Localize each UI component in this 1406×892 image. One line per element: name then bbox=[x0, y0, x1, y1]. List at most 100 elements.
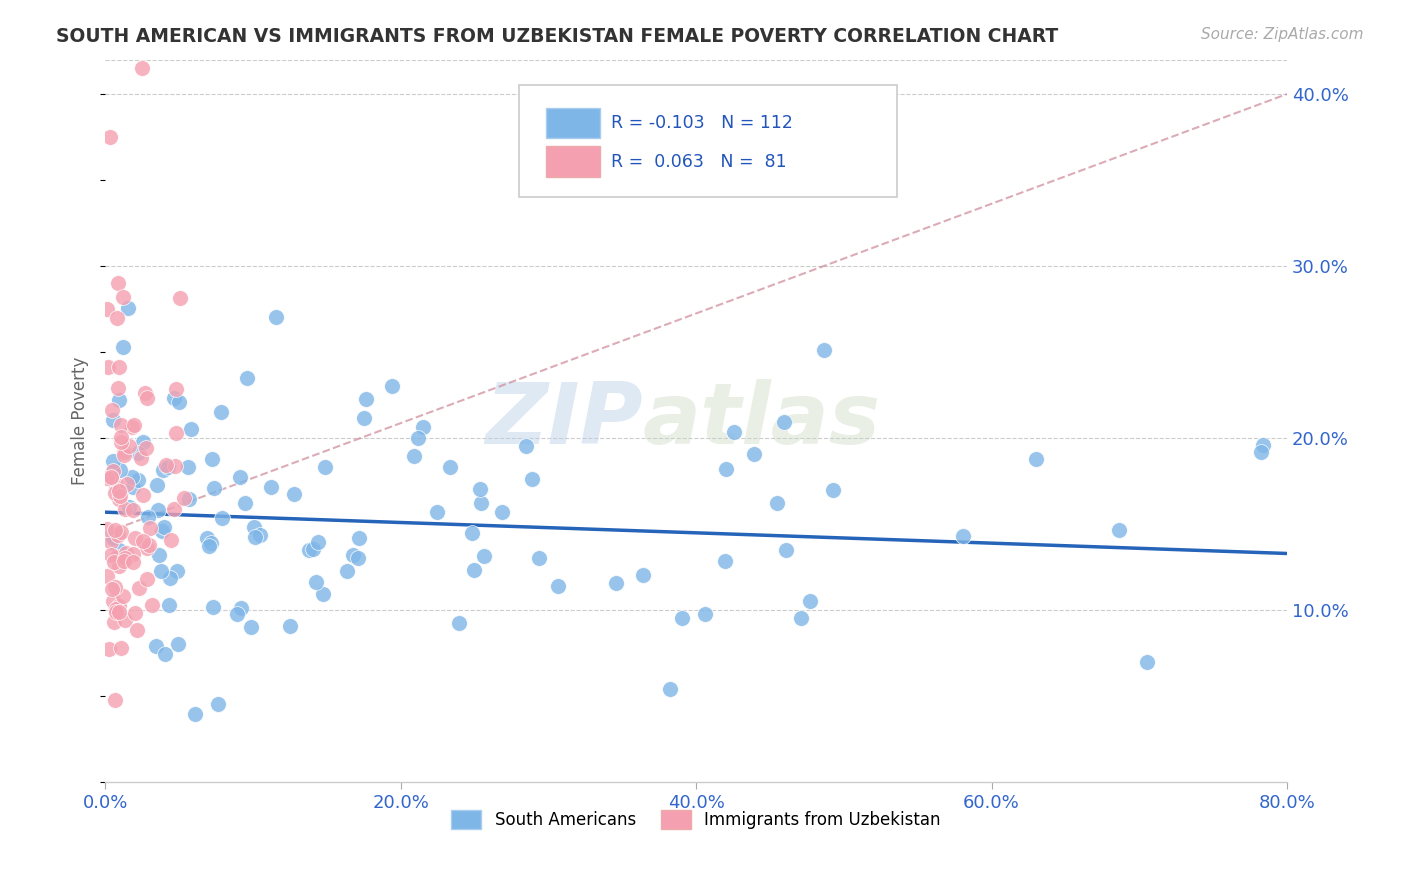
Point bbox=[229, 601, 252, 615]
Point bbox=[107, 381, 129, 395]
Point bbox=[226, 607, 249, 621]
Point bbox=[132, 434, 155, 449]
Point bbox=[283, 487, 305, 501]
Point bbox=[163, 502, 186, 516]
Point bbox=[659, 682, 682, 697]
Point bbox=[952, 529, 974, 543]
Point bbox=[150, 524, 173, 538]
Point bbox=[157, 599, 180, 613]
Point bbox=[110, 430, 132, 444]
Point bbox=[228, 469, 250, 483]
Point bbox=[98, 642, 121, 657]
Point bbox=[104, 478, 127, 492]
Point bbox=[314, 460, 336, 475]
Point bbox=[101, 530, 124, 544]
Point bbox=[468, 483, 491, 497]
Point bbox=[112, 340, 135, 354]
Point bbox=[202, 481, 225, 495]
Point bbox=[336, 564, 359, 578]
Point bbox=[112, 448, 135, 462]
Point bbox=[108, 393, 131, 408]
Point bbox=[157, 460, 180, 475]
Point bbox=[200, 451, 222, 466]
Point bbox=[114, 550, 136, 565]
Point bbox=[233, 496, 256, 510]
Text: R =  0.063   N =  81: R = 0.063 N = 81 bbox=[612, 153, 787, 170]
Point bbox=[124, 531, 146, 545]
Point bbox=[124, 606, 146, 620]
Point bbox=[101, 454, 124, 468]
Point bbox=[118, 500, 141, 514]
Point bbox=[138, 538, 160, 552]
Point bbox=[166, 564, 188, 578]
Point bbox=[146, 502, 169, 516]
Point bbox=[1108, 523, 1130, 537]
Point bbox=[105, 310, 128, 325]
Point bbox=[167, 394, 190, 409]
Point bbox=[101, 464, 124, 478]
Point bbox=[177, 459, 200, 474]
Point bbox=[307, 534, 329, 549]
Point bbox=[605, 576, 627, 591]
Point bbox=[121, 420, 143, 434]
Point bbox=[101, 527, 124, 541]
Point bbox=[671, 611, 693, 625]
Point bbox=[775, 542, 797, 557]
Point bbox=[112, 290, 135, 304]
FancyBboxPatch shape bbox=[546, 146, 600, 177]
Point bbox=[118, 439, 141, 453]
Point bbox=[463, 563, 485, 577]
Point bbox=[236, 371, 259, 385]
Point bbox=[107, 359, 129, 374]
Point bbox=[110, 435, 132, 450]
Point bbox=[472, 549, 495, 564]
Point bbox=[108, 463, 131, 477]
Point bbox=[160, 533, 183, 548]
Point bbox=[515, 439, 537, 453]
Point bbox=[135, 442, 157, 456]
Point bbox=[108, 491, 131, 506]
Point bbox=[408, 430, 430, 444]
Point bbox=[122, 547, 145, 561]
Point bbox=[153, 520, 176, 534]
Point bbox=[103, 615, 125, 630]
Point bbox=[128, 582, 150, 596]
Point bbox=[100, 470, 122, 484]
Point bbox=[402, 449, 425, 463]
Point bbox=[110, 525, 132, 540]
Point bbox=[155, 458, 177, 473]
Point bbox=[439, 460, 461, 475]
Point bbox=[166, 637, 188, 651]
Point bbox=[96, 471, 118, 485]
Point bbox=[631, 568, 654, 582]
Point bbox=[145, 639, 167, 653]
Point bbox=[100, 471, 122, 485]
Point bbox=[121, 470, 143, 484]
Point bbox=[127, 446, 149, 460]
Text: atlas: atlas bbox=[643, 379, 882, 462]
Point bbox=[166, 426, 188, 441]
Point bbox=[132, 534, 155, 549]
Point bbox=[447, 616, 470, 631]
Point bbox=[101, 582, 124, 597]
Point bbox=[121, 480, 143, 494]
Point bbox=[111, 590, 134, 604]
Point bbox=[100, 548, 122, 562]
Point bbox=[813, 343, 835, 357]
Point bbox=[152, 463, 174, 477]
Point bbox=[547, 579, 569, 593]
Point bbox=[198, 539, 221, 553]
Point bbox=[132, 488, 155, 502]
Point bbox=[121, 503, 143, 517]
Point bbox=[96, 568, 118, 582]
Point bbox=[1251, 437, 1274, 451]
Point bbox=[131, 451, 153, 466]
Point bbox=[122, 555, 145, 569]
Point bbox=[107, 277, 129, 291]
Point bbox=[135, 391, 157, 405]
Point bbox=[150, 564, 173, 578]
Point bbox=[527, 550, 550, 565]
Text: SOUTH AMERICAN VS IMMIGRANTS FROM UZBEKISTAN FEMALE POVERTY CORRELATION CHART: SOUTH AMERICAN VS IMMIGRANTS FROM UZBEKI… bbox=[56, 27, 1059, 45]
Point bbox=[1025, 452, 1047, 467]
Point bbox=[412, 420, 434, 434]
